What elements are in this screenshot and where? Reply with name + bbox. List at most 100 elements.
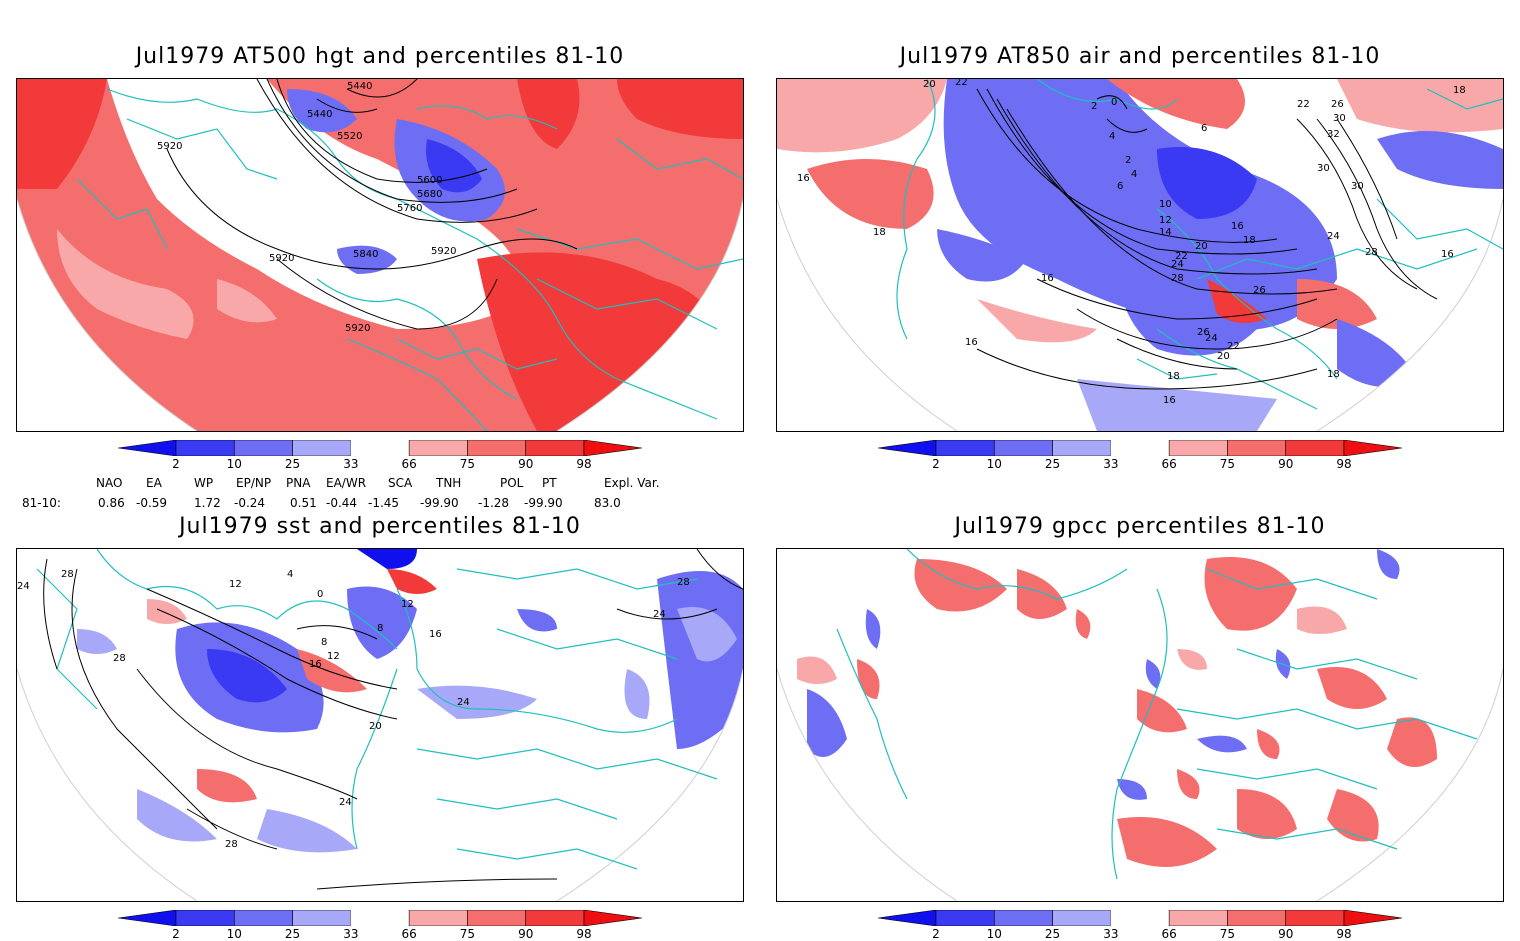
colorbar-arrow-high [583,909,643,927]
contour-label: 14 [1159,227,1172,238]
contour-label: 5600 [417,175,442,186]
colorbar-label: 75 [459,927,476,941]
contour-label: 12 [401,599,414,610]
tele-header: Expl. Var. [604,476,660,490]
colorbar-label: 98 [576,457,592,471]
colorbar-label: 25 [1044,927,1061,941]
contour-label: 28 [61,569,74,580]
colorbar-svg [877,439,1403,457]
contour-label: 0 [1111,97,1117,108]
colorbar-segment [935,909,995,927]
colorbar-segment [1110,440,1170,456]
colorbar-segment [233,439,293,457]
colorbar-label: 25 [284,927,301,941]
contour-label: 24 [339,797,352,808]
colorbar-label: 2 [172,927,180,941]
colorbar-bottom-left: 2 10 25 33 66 75 90 98 [117,909,643,941]
map-panel-gpcc [776,548,1504,902]
contour-label: 30 [1333,113,1346,124]
colorbar-arrow-high [1343,909,1403,927]
colorbar-label: 33 [1103,927,1119,941]
contour-label: 6 [1117,181,1123,192]
colorbar-arrow-low [117,439,177,457]
contour-label: 5920 [269,253,294,264]
tele-value: -1.45 [368,496,400,510]
colorbar-segment [292,439,352,457]
contour-label: 28 [1365,247,1378,258]
colorbar-segment [1110,910,1170,926]
colorbar-segment [467,909,527,927]
colorbar-segment [350,440,410,456]
tele-header: PT [542,476,557,490]
contour-label: 4 [1109,131,1115,142]
tele-header: TNH [436,476,462,490]
colorbar-label: 33 [1103,457,1119,471]
contour-label: 5440 [307,109,332,120]
contour-label: 6 [1201,123,1207,134]
contour-label: 5920 [431,246,456,257]
colorbar-label: 25 [1044,457,1061,471]
colorbar-arrow-high [1343,439,1403,457]
colorbar-segment [1227,909,1287,927]
contour-label: 5840 [353,249,378,260]
tele-header: PNA [286,476,311,490]
contour-label: 5920 [345,323,370,334]
contour-label: 2 [1091,101,1097,112]
panel-title-2: Jul1979 AT850 air and percentiles 81-10 [899,44,1381,69]
colorbar-segment [408,909,468,927]
tele-header: POL [500,476,524,490]
contour-label: 22 [1175,251,1188,262]
contour-label: 20 [369,721,382,732]
colorbar-label: 10 [986,457,1002,471]
tele-header: EP/NP [236,476,272,490]
colorbar-label: 10 [226,457,242,471]
colorbar-label: 2 [932,927,940,941]
colorbar-segment [1052,909,1112,927]
colorbar-segment [1168,909,1228,927]
contour-label: 2 [1125,155,1131,166]
colorbar-arrow-low [117,909,177,927]
colorbar-label: 66 [401,927,417,941]
colorbar-top-right: 2 10 25 33 66 75 90 98 [877,439,1403,471]
contour-label: 16 [1041,273,1054,284]
contour-label: 18 [1327,369,1340,380]
contour-label: 10 [1159,199,1172,210]
colorbar-label: 66 [1161,457,1177,471]
contour-label: 4 [1131,169,1137,180]
colorbar-segment [1285,439,1345,457]
contour-label: 18 [1243,235,1256,246]
colorbar-segment [935,439,995,457]
panel-title-1: Jul1979 AT500 hgt and percentiles 81-10 [135,44,625,69]
contour-label: 30 [1317,163,1330,174]
contour-label: 22 [955,79,968,88]
contour-label: 5440 [347,81,372,92]
colorbar-segment [233,909,293,927]
contour-label: 12 [327,651,340,662]
contour-label: 22 [1297,99,1310,110]
colorbar-label: 90 [1278,457,1294,471]
contour-label: 24 [1327,231,1340,242]
contour-label: 8 [377,623,383,634]
contour-label: 26 [1197,327,1210,338]
colorbar-label: 98 [1336,927,1352,941]
contour-label: 16 [1441,249,1454,260]
tele-value: 83.0 [594,496,621,510]
colorbar-bottom-right: 2 10 25 33 66 75 90 98 [877,909,1403,941]
contour-label: 16 [309,659,322,670]
teleconnection-table: NAO EA WP EP/NP PNA EA/WR SCA TNH POL PT… [0,474,760,514]
tele-value: -0.44 [326,496,358,510]
colorbar-segment [525,439,585,457]
contour-label: 20 [923,79,936,90]
colorbar-segment [1168,439,1228,457]
colorbar-segment [1285,909,1345,927]
colorbar-label: 10 [226,927,242,941]
tele-value: -99.90 [524,496,563,510]
colorbar-label: 98 [576,927,592,941]
colorbar-segment [525,909,585,927]
colorbar-label: 33 [343,457,359,471]
contour-label: 16 [965,337,978,348]
colorbar-arrow-low [877,439,937,457]
contour-label: 16 [1231,221,1244,232]
colorbar-top-left: 2 10 25 33 66 75 90 98 [117,439,643,471]
tele-row-label: 81-10: [22,496,61,510]
